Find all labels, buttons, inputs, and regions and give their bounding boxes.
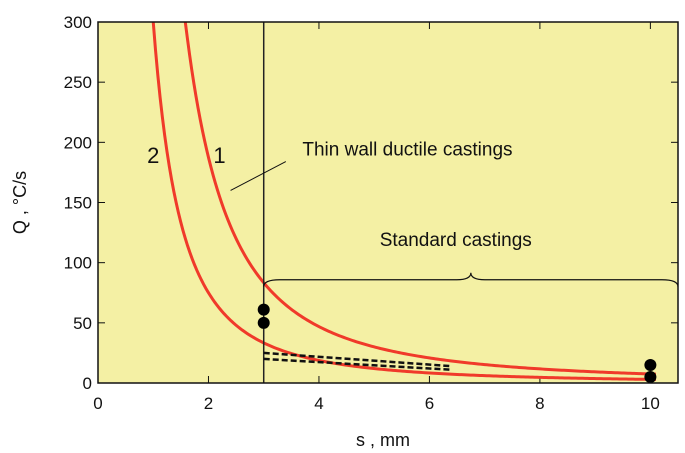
- dashed-segment-2: [263, 357, 452, 372]
- y-tick-label: 100: [64, 254, 92, 273]
- x-tick-label: 2: [204, 394, 213, 413]
- y-tick-label: 250: [64, 73, 92, 92]
- data-point: [644, 358, 657, 371]
- curve-label-1: 1: [213, 143, 225, 168]
- y-tick-label: 0: [83, 374, 92, 393]
- y-axis-title: Q , °C/s: [10, 171, 30, 234]
- y-tick-label: 200: [64, 133, 92, 152]
- x-tick-label: 0: [93, 394, 102, 413]
- data-point: [257, 316, 270, 329]
- data-point: [257, 303, 270, 316]
- annotation-text: Standard castings: [380, 230, 532, 251]
- annotation-layer: Thin wall ductile castings Standard casti…: [147, 140, 679, 287]
- x-tick-label: 8: [535, 394, 544, 413]
- y-tick-label: 150: [64, 194, 92, 213]
- series-line-2: [151, 21, 656, 381]
- annotation-pointer: [230, 161, 287, 191]
- plot-frame: [97, 21, 679, 384]
- dashed-segment-1: [263, 351, 452, 368]
- x-tick-label: 4: [314, 394, 323, 413]
- curve-label-2: 2: [147, 143, 159, 168]
- x-tick-label: 6: [425, 394, 434, 413]
- x-tick-label: 10: [641, 394, 660, 413]
- data-layer: [151, 21, 657, 383]
- y-tick-label: 50: [73, 314, 92, 333]
- annotation-text: Thin wall ductile castings: [302, 140, 512, 161]
- y-tick-label: 300: [64, 13, 92, 32]
- plot-area-background: [98, 22, 678, 383]
- data-point: [644, 370, 657, 383]
- x-axis-title: s , mm: [356, 430, 410, 450]
